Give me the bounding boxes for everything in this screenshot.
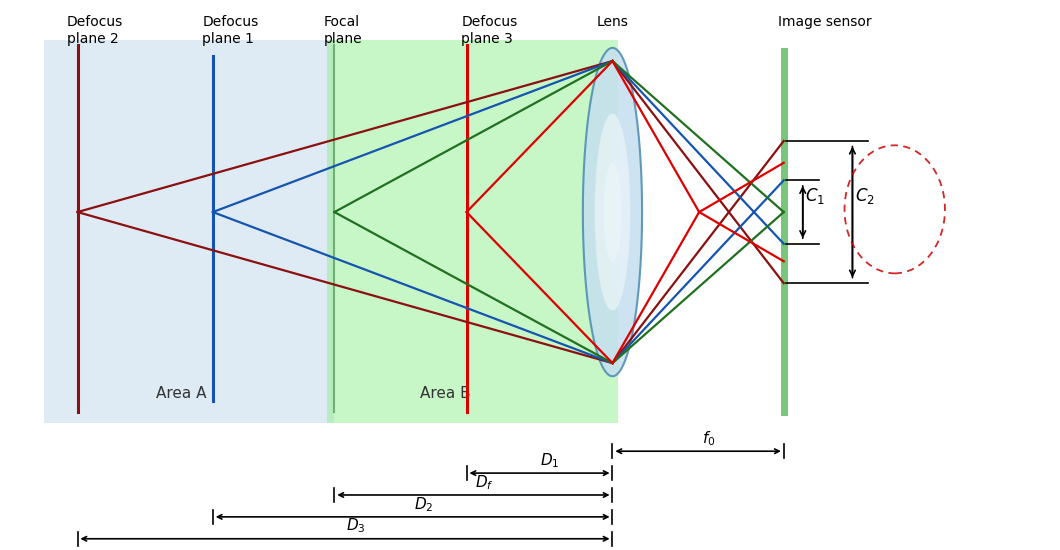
Text: $C_2$: $C_2$ [854,185,874,206]
Text: Defocus
plane 1: Defocus plane 1 [202,15,259,46]
Polygon shape [595,113,631,311]
Text: Lens: Lens [597,15,629,29]
Bar [43,40,334,423]
Text: $D_f$: $D_f$ [475,473,493,492]
Text: $D_3$: $D_3$ [346,517,366,536]
Text: Defocus
plane 2: Defocus plane 2 [67,15,123,46]
Bar [328,40,618,423]
Text: $D_2$: $D_2$ [413,495,432,514]
Text: $f_0$: $f_0$ [702,429,716,448]
Polygon shape [583,48,642,376]
Text: Focal
plane: Focal plane [324,15,363,46]
Text: Defocus
plane 3: Defocus plane 3 [461,15,517,46]
Text: $D_1$: $D_1$ [541,451,560,470]
Text: Area B: Area B [420,386,471,401]
Polygon shape [603,163,621,261]
Text: Image sensor: Image sensor [778,15,872,29]
Text: Area A: Area A [156,386,207,401]
Text: $C_1$: $C_1$ [805,185,825,206]
